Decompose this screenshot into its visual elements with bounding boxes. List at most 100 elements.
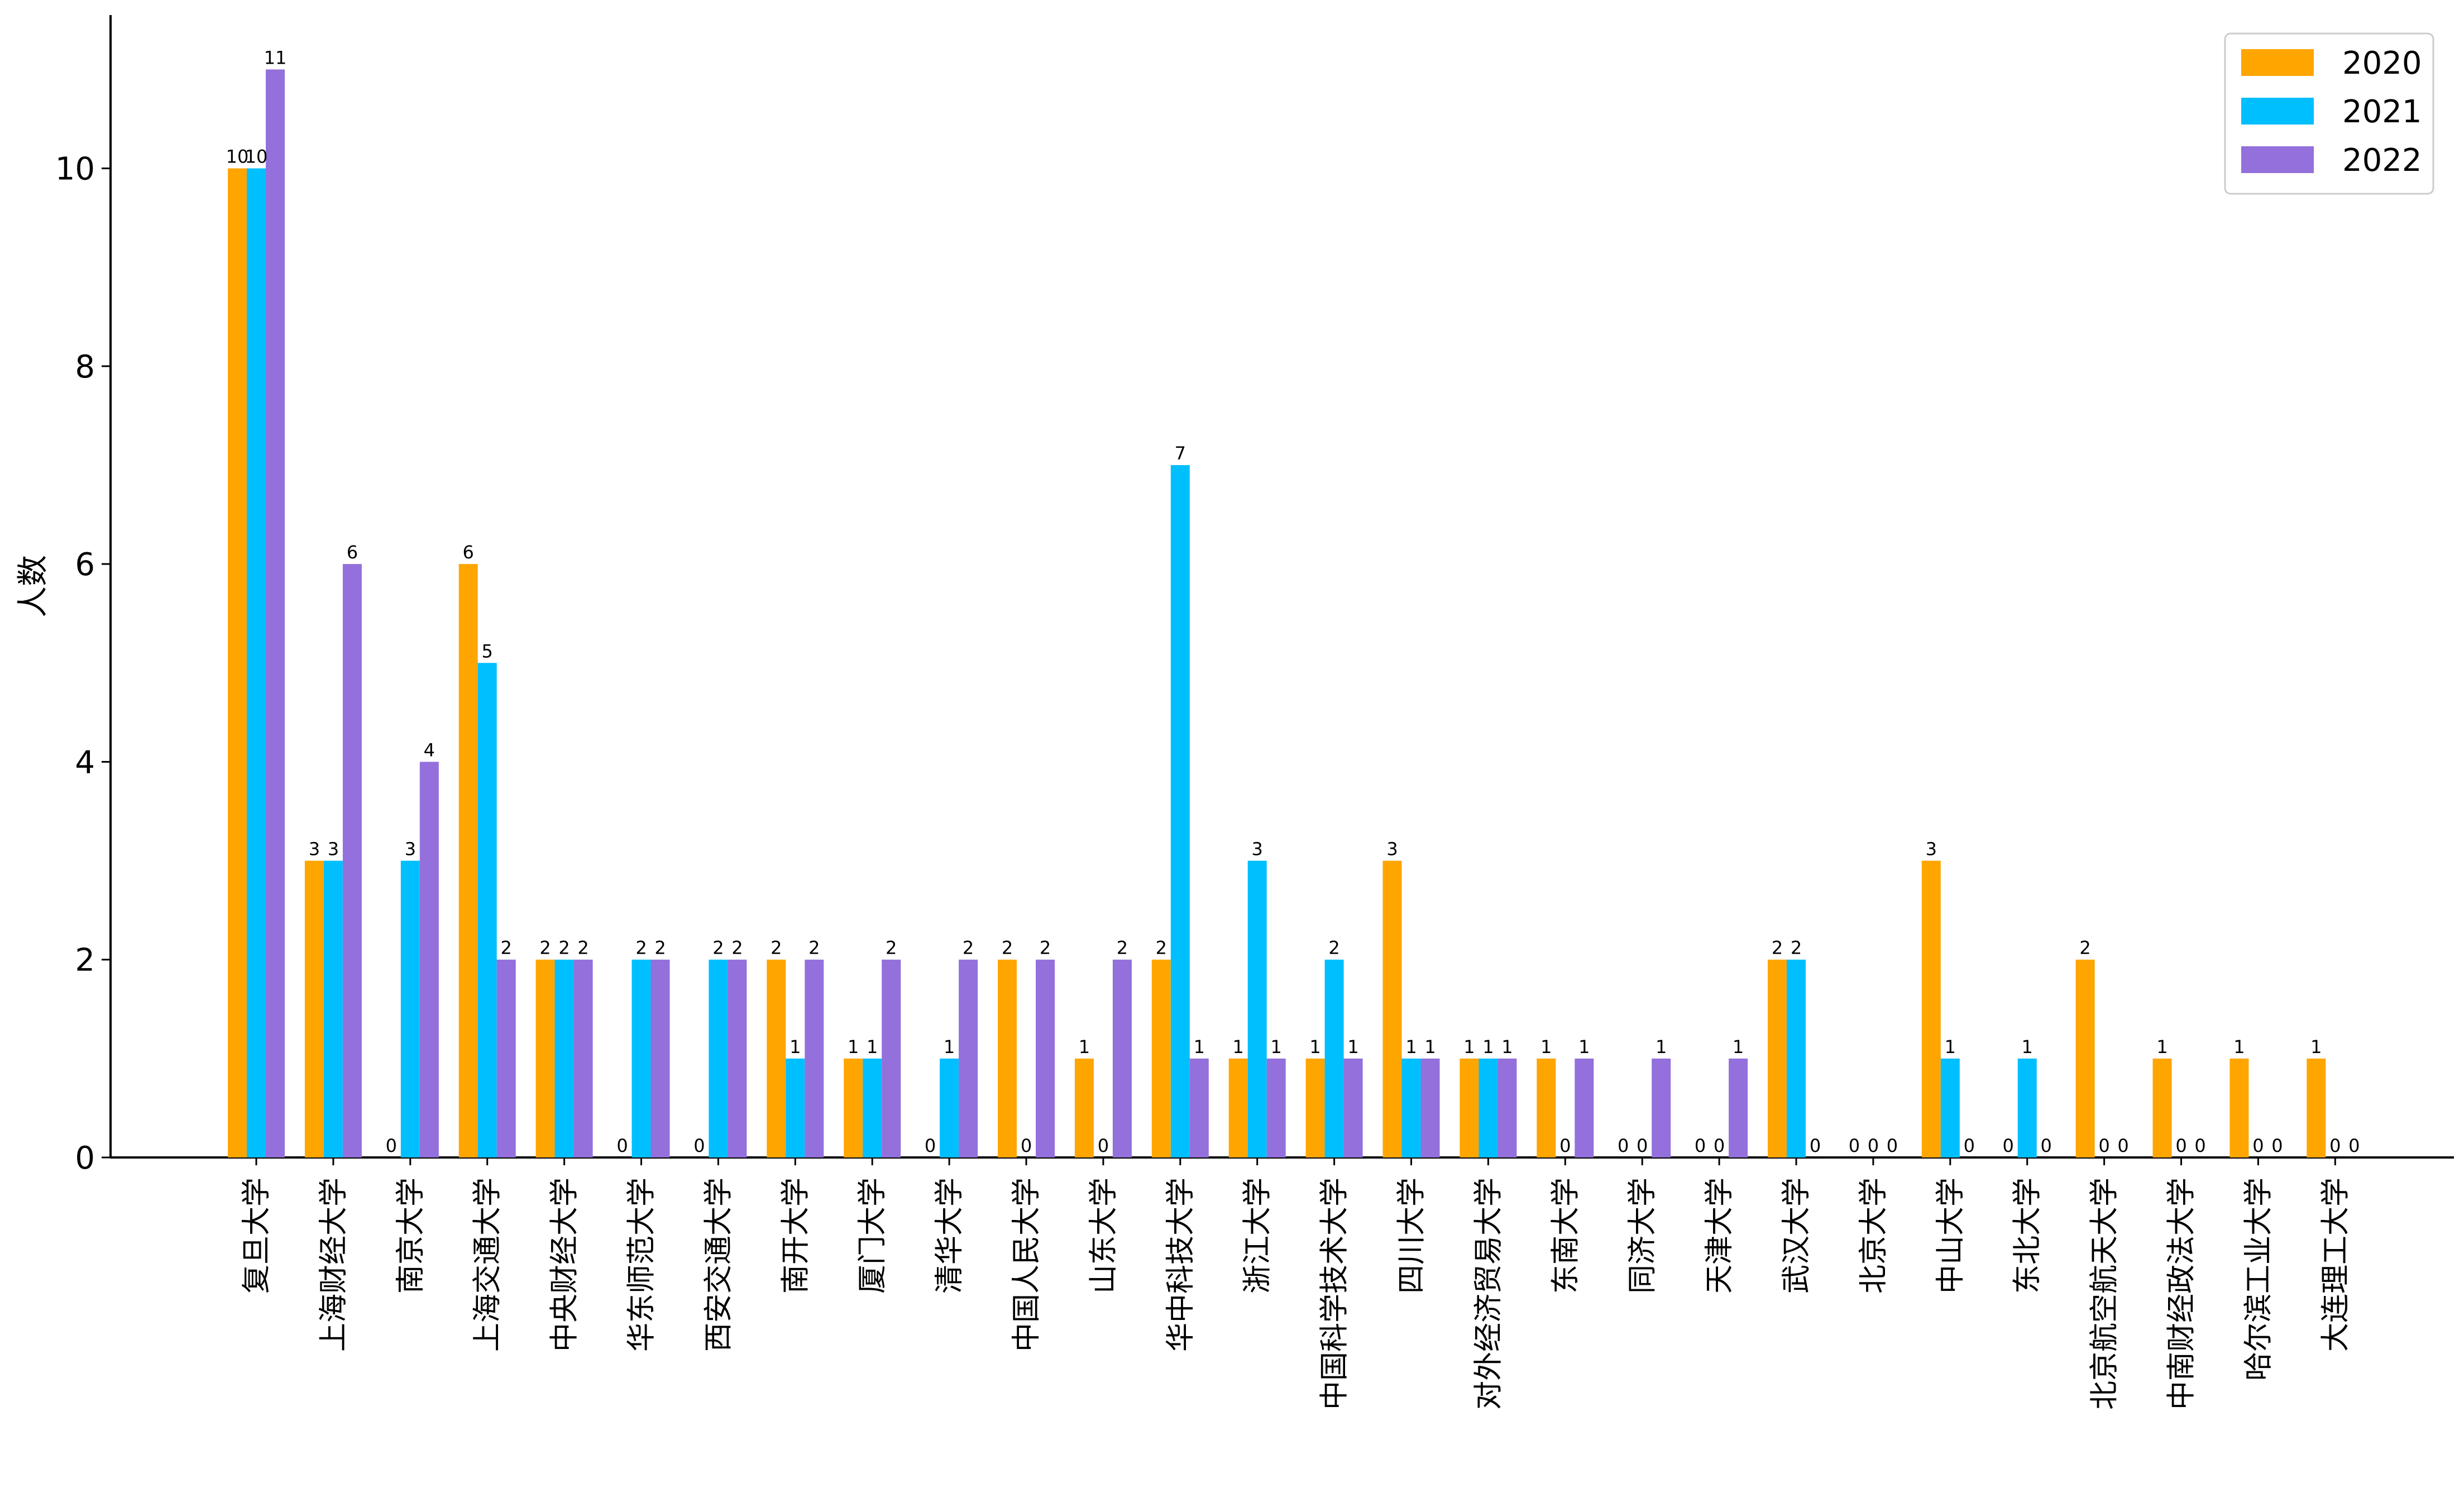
x-tick-label: 北京大学 bbox=[1857, 1178, 1891, 1294]
data-label: 0 bbox=[2098, 1135, 2109, 1156]
bar-2022-13 bbox=[1189, 1058, 1209, 1157]
bar-2022-2 bbox=[342, 564, 362, 1158]
data-label: 2 bbox=[1328, 937, 1339, 959]
data-label: 2 bbox=[1117, 937, 1128, 959]
x-tick-label: 中南财经政法大学 bbox=[2165, 1178, 2199, 1410]
bar-2020-13 bbox=[1151, 959, 1171, 1157]
x-tick-label: 哈尔滨工业大学 bbox=[2242, 1178, 2275, 1381]
data-label: 0 bbox=[1887, 1135, 1898, 1156]
bars-layer bbox=[228, 69, 2326, 1158]
data-label: 1 bbox=[1578, 1036, 1590, 1058]
bar-2022-19 bbox=[1652, 1058, 1671, 1157]
data-label: 2 bbox=[886, 937, 897, 959]
bar-2022-4 bbox=[496, 959, 516, 1157]
bar-2021-4 bbox=[477, 663, 497, 1157]
x-tick-label: 厦门大学 bbox=[856, 1178, 889, 1294]
data-label: 0 bbox=[1868, 1135, 1879, 1156]
data-label: 1 bbox=[2156, 1036, 2168, 1058]
data-label: 1 bbox=[1501, 1036, 1513, 1058]
data-label: 4 bbox=[424, 739, 435, 760]
data-label: 1 bbox=[2310, 1036, 2322, 1058]
bar-2022-11 bbox=[1036, 959, 1055, 1157]
data-label: 3 bbox=[1252, 839, 1263, 860]
y-tick-label: 4 bbox=[75, 744, 95, 781]
data-label: 2 bbox=[1156, 937, 1167, 959]
data-label: 3 bbox=[309, 839, 320, 860]
data-label: 0 bbox=[2271, 1135, 2283, 1156]
y-tick-label: 10 bbox=[55, 151, 95, 188]
bar-2022-16 bbox=[1420, 1058, 1440, 1157]
data-label: 10 bbox=[226, 146, 249, 168]
bar-2020-9 bbox=[844, 1058, 863, 1157]
data-label: 1 bbox=[1233, 1036, 1244, 1058]
data-label: 0 bbox=[1849, 1135, 1860, 1156]
bar-2021-3 bbox=[400, 860, 420, 1157]
data-label: 1 bbox=[1309, 1036, 1320, 1058]
x-tick-label: 上海财经大学 bbox=[317, 1178, 351, 1352]
legend-swatch-2021 bbox=[2241, 98, 2314, 125]
data-label: 0 bbox=[2041, 1135, 2052, 1156]
legend-label: 2020 bbox=[2342, 45, 2422, 82]
data-label: 2 bbox=[577, 937, 589, 959]
y-tick-label: 2 bbox=[75, 942, 95, 979]
data-label: 1 bbox=[1540, 1036, 1552, 1058]
data-label: 1 bbox=[790, 1036, 801, 1058]
data-label: 3 bbox=[405, 839, 416, 860]
y-axis-label: 人数 bbox=[15, 555, 51, 618]
bar-2020-17 bbox=[1460, 1058, 1479, 1157]
data-label: 2 bbox=[808, 937, 820, 959]
data-label: 1 bbox=[1733, 1036, 1744, 1058]
data-label: 1 bbox=[1482, 1036, 1494, 1058]
data-label: 7 bbox=[1175, 443, 1186, 464]
data-label: 0 bbox=[1098, 1135, 1109, 1156]
data-label: 1 bbox=[1194, 1036, 1205, 1058]
x-tick-label: 四川大学 bbox=[1395, 1178, 1429, 1294]
bar-2020-14 bbox=[1228, 1058, 1248, 1157]
legend: 2020 2021 2022 bbox=[2224, 32, 2434, 195]
bar-2021-14 bbox=[1247, 860, 1267, 1157]
data-label: 0 bbox=[1618, 1135, 1629, 1156]
x-tick-label: 中央财经大学 bbox=[548, 1178, 582, 1352]
data-label: 1 bbox=[944, 1036, 955, 1058]
bar-2020-28 bbox=[2307, 1058, 2326, 1157]
bar-2022-17 bbox=[1497, 1058, 1517, 1157]
bar-2022-9 bbox=[882, 959, 901, 1157]
x-tick-label: 中国科学技术大学 bbox=[1318, 1178, 1352, 1410]
bar-2022-15 bbox=[1343, 1058, 1363, 1157]
data-label: 1 bbox=[2233, 1036, 2245, 1058]
data-label: 0 bbox=[2194, 1135, 2205, 1156]
data-label: 2 bbox=[731, 937, 743, 959]
data-label: 1 bbox=[1271, 1036, 1282, 1058]
x-tick-label: 浙江大学 bbox=[1241, 1178, 1275, 1294]
y-tick-label: 8 bbox=[75, 349, 95, 385]
bar-2021-13 bbox=[1170, 465, 1190, 1157]
data-label: 0 bbox=[2003, 1135, 2014, 1156]
bar-2022-3 bbox=[419, 762, 439, 1157]
bar-2021-8 bbox=[786, 1058, 805, 1157]
x-tick-labels-layer: 复旦大学 上海财经大学 南京大学 上海交通大学 中央财经大学 华东师范大学 西安交通大学 南开… bbox=[240, 1178, 2352, 1410]
data-label: 3 bbox=[328, 839, 339, 860]
data-label: 0 bbox=[925, 1135, 936, 1156]
data-label: 2 bbox=[1040, 937, 1051, 959]
data-label: 5 bbox=[482, 640, 493, 662]
data-label: 1 bbox=[867, 1036, 878, 1058]
bar-2020-27 bbox=[2229, 1058, 2249, 1157]
bar-2021-1 bbox=[247, 168, 266, 1158]
x-tick-label: 华东师范大学 bbox=[625, 1178, 659, 1352]
bar-2020-16 bbox=[1382, 860, 1402, 1157]
bar-2020-2 bbox=[304, 860, 324, 1157]
data-label: 0 bbox=[1637, 1135, 1648, 1156]
data-label: 2 bbox=[712, 937, 724, 959]
bar-2022-14 bbox=[1266, 1058, 1286, 1157]
data-label: 0 bbox=[2252, 1135, 2264, 1156]
data-label: 2 bbox=[654, 937, 666, 959]
bar-2021-5 bbox=[554, 959, 574, 1157]
bar-2022-7 bbox=[728, 959, 747, 1157]
x-tick-label: 武汉大学 bbox=[1780, 1178, 1814, 1294]
bar-2020-15 bbox=[1305, 1058, 1325, 1157]
bar-2020-25 bbox=[2075, 959, 2095, 1157]
bar-2020-4 bbox=[458, 564, 478, 1158]
bar-2020-8 bbox=[767, 959, 786, 1157]
